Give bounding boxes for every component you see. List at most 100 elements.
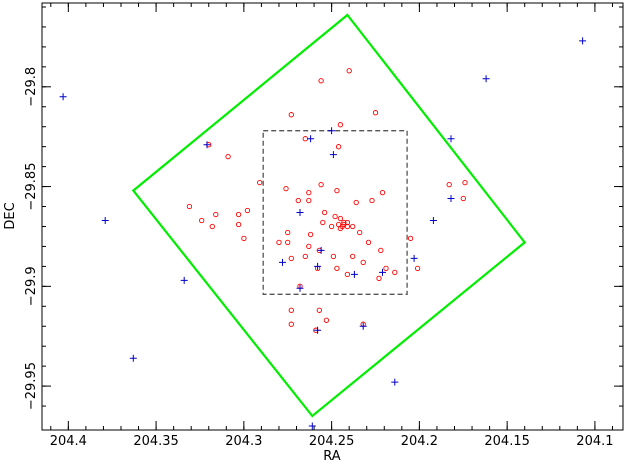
axis-ticks: 204.4 204.35 204.3 204.25 204.2 204.15 204.1 −2… — [24, 3, 623, 449]
circle-marker — [241, 235, 247, 242]
circle-marker — [295, 197, 301, 204]
plus-marker — [328, 127, 336, 135]
circle-marker — [378, 247, 384, 254]
circle-marker — [306, 243, 312, 250]
circle-marker — [283, 185, 289, 192]
circle-marker — [376, 275, 382, 282]
circle-marker — [379, 189, 386, 196]
x-tick-label: 204.2 — [401, 434, 438, 449]
circle-marker — [344, 271, 351, 278]
circle-marker — [318, 78, 324, 84]
circle-marker — [334, 187, 340, 194]
circle-marker — [244, 207, 251, 214]
plus-marker — [359, 322, 367, 330]
circle-marker — [344, 219, 351, 226]
circle-marker — [209, 223, 215, 230]
x-axis-label: RA — [323, 449, 341, 464]
circle-marker — [346, 68, 352, 74]
circle-marker — [353, 199, 359, 206]
circle-marker — [285, 239, 291, 246]
circle-marker — [365, 239, 372, 246]
circle-marker — [335, 144, 342, 150]
plus-marker — [180, 276, 188, 284]
circle-marker — [414, 265, 421, 272]
plus-marker — [308, 422, 316, 430]
green-footprint-polygon — [131, 13, 527, 418]
plus-marker — [447, 135, 455, 143]
plus-marker — [296, 284, 304, 292]
circle-marker — [328, 223, 335, 230]
circle-marker — [320, 219, 326, 226]
circle-marker — [330, 253, 337, 260]
circle-marker — [407, 235, 414, 242]
circle-marker — [372, 110, 379, 116]
circle-marker — [276, 239, 282, 246]
circle-marker — [337, 215, 344, 222]
plus-marker — [379, 268, 386, 276]
x-tick-label: 204.35 — [133, 434, 179, 449]
circle-marker — [462, 179, 468, 186]
circle-marker — [446, 181, 452, 188]
circle-marker — [337, 122, 344, 128]
plus-marker — [579, 37, 587, 45]
y-tick-label: −29.95 — [24, 362, 39, 410]
circle-marker — [306, 197, 312, 204]
y-tick-label: −29.85 — [24, 163, 39, 211]
circle-marker — [316, 307, 322, 313]
region-outlines — [131, 13, 527, 418]
circle-marker — [307, 231, 314, 238]
plus-marker — [307, 135, 315, 143]
circle-marker — [302, 253, 308, 260]
circle-marker — [213, 211, 219, 218]
circle-marker — [288, 255, 294, 262]
plus-marker — [203, 141, 211, 149]
circle-marker — [357, 229, 363, 236]
plus-marker — [317, 246, 325, 254]
circle-marker — [235, 211, 242, 218]
plus-marker — [447, 195, 455, 202]
circle-marker — [288, 112, 294, 118]
circle-marker — [257, 179, 263, 186]
y-tick-label: −29.9 — [24, 266, 39, 306]
plus-marker — [129, 354, 137, 362]
x-tick-label: 204.15 — [484, 434, 530, 449]
x-tick-label: 204.1 — [576, 434, 613, 449]
circle-marker — [360, 259, 366, 266]
plus-marker — [350, 270, 358, 278]
plus-marker — [391, 378, 399, 386]
circle-marker — [460, 195, 466, 202]
circle-marker — [285, 229, 291, 236]
circle-marker — [350, 223, 356, 230]
plus-marker — [329, 151, 337, 159]
plus-marker — [59, 93, 67, 101]
circle-marker — [323, 317, 330, 323]
y-axis-label: DEC — [3, 202, 18, 229]
dashed-field-box — [262, 130, 408, 295]
circle-marker — [186, 203, 193, 210]
circle-marker — [350, 253, 356, 260]
circle-marker — [339, 223, 345, 230]
x-tick-label: 204.4 — [50, 434, 87, 449]
circle-marker — [288, 321, 294, 327]
circle-marker — [334, 265, 340, 272]
plus-marker — [314, 326, 322, 334]
plus-marker — [296, 209, 304, 216]
circle-marker — [235, 221, 242, 228]
circle-marker — [383, 265, 389, 272]
circle-marker — [288, 307, 294, 313]
plus-marker — [314, 262, 322, 270]
plot-frame — [41, 2, 624, 431]
circle-marker — [321, 209, 328, 216]
circle-marker — [225, 153, 231, 160]
circle-marker — [306, 189, 312, 196]
circle-marker — [332, 213, 338, 220]
plus-marker — [279, 258, 286, 266]
circle-marker — [318, 181, 324, 188]
x-tick-label: 204.25 — [309, 434, 355, 449]
plus-marker — [410, 254, 418, 262]
circle-marker — [369, 197, 375, 204]
plus-markers — [59, 37, 587, 430]
plus-marker — [429, 217, 437, 224]
